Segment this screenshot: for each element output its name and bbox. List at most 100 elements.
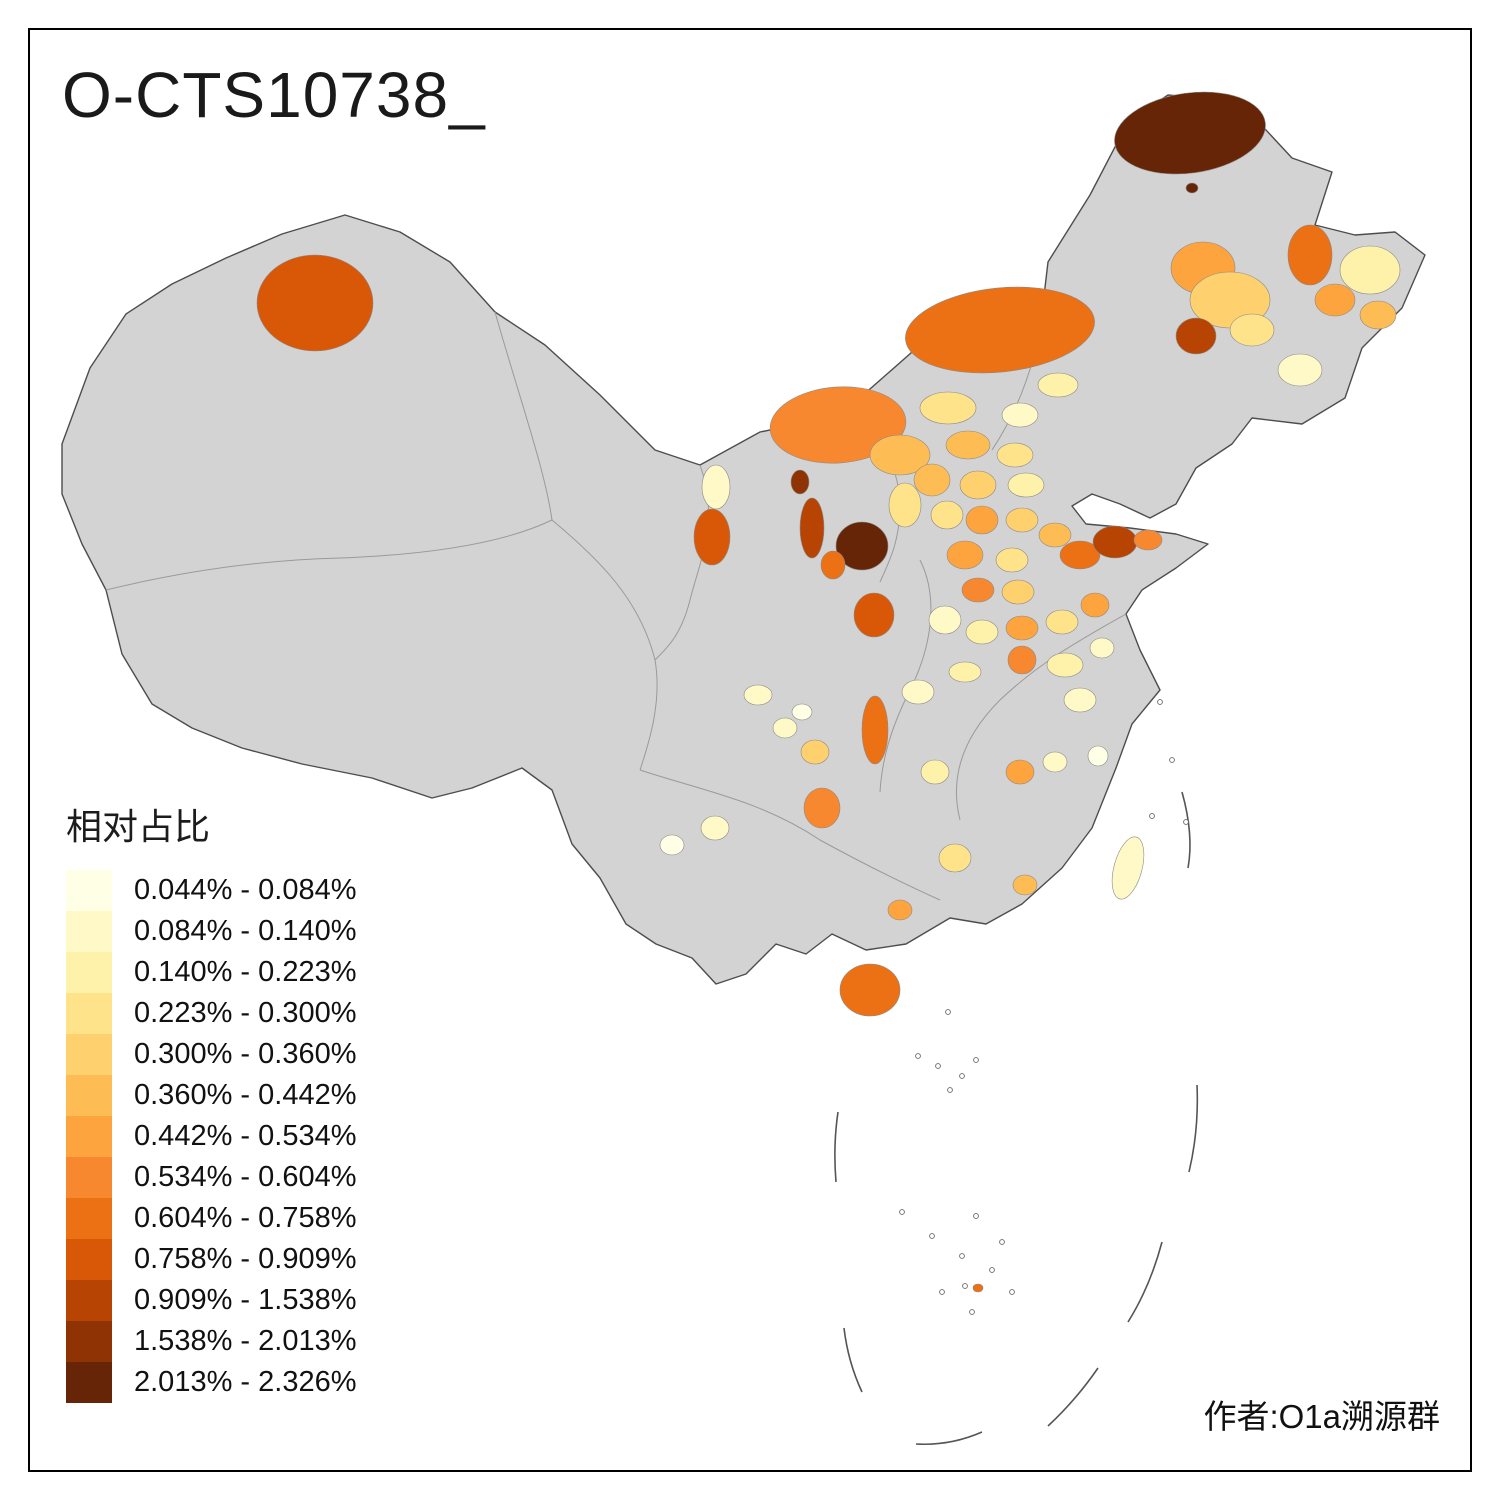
legend-swatch [66, 952, 112, 993]
islet-dot [1169, 757, 1175, 763]
map-region [965, 505, 999, 535]
attribution: 作者:O1a溯源群 [1203, 1398, 1440, 1435]
map-region [1287, 224, 1333, 286]
map-region [1005, 507, 1039, 533]
map-region [1277, 353, 1323, 387]
islet-dot [989, 1267, 995, 1273]
map-region [996, 442, 1034, 468]
map-region [1042, 751, 1068, 773]
map-region [972, 1283, 984, 1293]
map-region [1045, 609, 1079, 635]
map-region [1175, 317, 1217, 355]
legend-swatch [66, 1239, 112, 1280]
map-region [965, 619, 999, 645]
map-region [919, 391, 977, 425]
map-region [256, 254, 374, 352]
legend-swatch [66, 870, 112, 911]
map-region [946, 540, 984, 570]
map-region [945, 430, 991, 460]
map-region [913, 463, 951, 497]
map-region [961, 577, 995, 603]
islet-dot [899, 1209, 905, 1215]
legend-label: 2.013% - 2.326% [134, 1366, 357, 1398]
map-region [803, 787, 841, 829]
islet-dot [1183, 819, 1189, 825]
map-region [861, 695, 889, 765]
map-region [1046, 652, 1084, 678]
map-region [1063, 687, 1097, 713]
map-region [920, 759, 950, 785]
islet-dots [899, 699, 1189, 1315]
map-region [1114, 91, 1266, 175]
legend-label: 0.534% - 0.604% [134, 1161, 357, 1193]
map-region [800, 739, 830, 765]
islet-dot [999, 1239, 1005, 1245]
islet-dot [945, 1009, 951, 1015]
legend-item: 0.442% - 0.534% [66, 1116, 356, 1157]
legend-title: 相对占比 [66, 806, 211, 847]
legend-item: 0.534% - 0.604% [66, 1157, 356, 1198]
islet-dot [935, 1063, 941, 1069]
legend-item: 0.758% - 0.909% [66, 1239, 356, 1280]
page-title: O-CTS10738_ [62, 59, 486, 131]
legend-label: 1.538% - 2.013% [134, 1325, 357, 1357]
map-region [995, 547, 1029, 573]
map-region [959, 470, 997, 500]
legend-item: 0.223% - 0.300% [66, 993, 356, 1034]
legend-label: 0.140% - 0.223% [134, 956, 357, 988]
map-region [948, 661, 982, 683]
islet-dot [959, 1073, 965, 1079]
islet-dot [929, 1233, 935, 1239]
map-region [1012, 874, 1038, 896]
map-region [1111, 836, 1145, 900]
map-region [1092, 525, 1138, 559]
map-region [887, 899, 913, 921]
islet-dot [947, 1087, 953, 1093]
legend-swatch [66, 1280, 112, 1321]
map-region [1005, 759, 1035, 785]
legend-swatch [66, 1116, 112, 1157]
map-region [1314, 283, 1356, 317]
islet-dot [969, 1309, 975, 1315]
legend-item: 0.140% - 0.223% [66, 952, 356, 993]
map-region [791, 703, 813, 721]
map-region [1059, 540, 1101, 570]
map-region [835, 521, 889, 571]
map-region [693, 508, 731, 566]
map-region [1087, 745, 1109, 767]
islet-dot [973, 1057, 979, 1063]
legend-label: 0.604% - 0.758% [134, 1202, 357, 1234]
map-region [839, 963, 901, 1017]
islet-dot [1157, 699, 1163, 705]
legend-item: 2.013% - 2.326% [66, 1362, 356, 1403]
legend-swatch [66, 911, 112, 952]
map-region [1339, 245, 1401, 295]
legend-label: 0.044% - 0.084% [134, 874, 357, 906]
legend-item: 0.604% - 0.758% [66, 1198, 356, 1239]
map-region [701, 464, 731, 510]
legend-swatch [66, 993, 112, 1034]
map-region [769, 386, 907, 464]
islet-dot [959, 1253, 965, 1259]
legend-swatch [66, 1362, 112, 1403]
map-region [938, 843, 972, 873]
map-region [1001, 402, 1039, 428]
islet-dot [1009, 1289, 1015, 1295]
map-region [928, 605, 962, 635]
legend-swatch [66, 1198, 112, 1239]
map-region [820, 550, 846, 580]
map-region [853, 592, 895, 638]
map-region [1007, 472, 1045, 498]
legend-item: 0.909% - 1.538% [66, 1280, 356, 1321]
map-region [743, 684, 773, 706]
map-region [659, 834, 685, 856]
map-region [1001, 579, 1035, 605]
legend-label: 0.909% - 1.538% [134, 1284, 357, 1316]
map-region [930, 500, 964, 530]
legend-label: 0.758% - 0.909% [134, 1243, 357, 1275]
legend-item: 0.300% - 0.360% [66, 1034, 356, 1075]
legend-item: 1.538% - 2.013% [66, 1321, 356, 1362]
legend-label: 0.223% - 0.300% [134, 997, 357, 1029]
legend-label: 0.084% - 0.140% [134, 915, 357, 947]
